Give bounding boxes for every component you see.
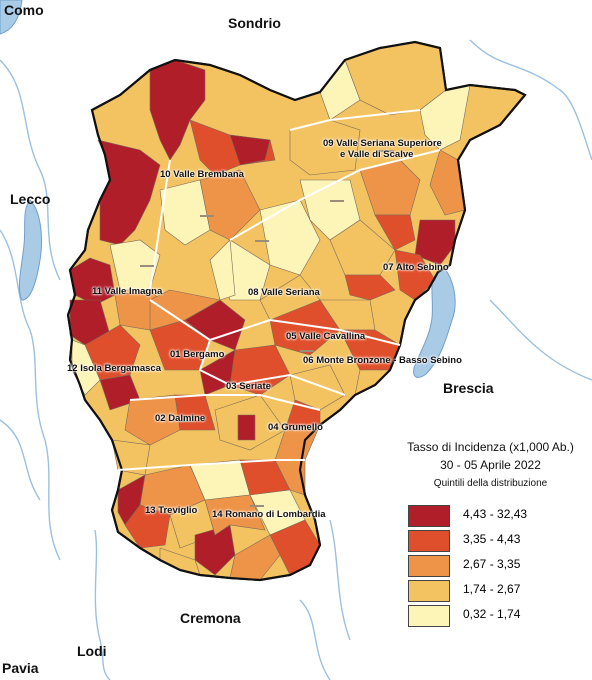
lake-iseo	[413, 261, 456, 378]
area-treviglio-2	[124, 504, 171, 549]
area-bergamo-4	[209, 239, 236, 301]
area-north-east-orange	[429, 149, 466, 216]
label-cremona: Cremona	[180, 610, 241, 626]
lakes	[0, 0, 456, 378]
area-west-yellow	[109, 239, 161, 291]
legend-swatch	[408, 530, 450, 552]
legend-date: 30 - 05 Aprile 2022	[440, 458, 541, 472]
legend: Tasso di Incidenza (x1,000 Ab.) 30 - 05 …	[398, 440, 583, 489]
legend-range-label: 1,74 - 2,67	[463, 582, 521, 596]
district-label-01: 01 Bergamo	[170, 349, 225, 360]
legend-swatch	[408, 505, 450, 527]
legend-item: 1,74 - 2,67	[408, 580, 578, 602]
area-roncobello	[229, 134, 271, 166]
legend-title: Tasso di Incidenza (x1,000 Ab.)	[407, 440, 574, 454]
district-label-12: 12 Isola Bergamasca	[67, 363, 162, 374]
label-brescia: Brescia	[443, 380, 494, 396]
legend-rows: 4,43 - 32,43 3,35 - 4,43 2,67 - 3,35 1,74 -…	[398, 505, 588, 635]
legend-swatch	[408, 605, 450, 627]
legend-item: 2,67 - 3,35	[408, 555, 578, 577]
district-label-04: 04 Grumello	[268, 422, 323, 433]
district-label-09b: e Valle di Scalve	[340, 149, 414, 160]
legend-range-label: 2,67 - 3,35	[463, 557, 521, 571]
rivers	[0, 39, 592, 680]
area-bergamo-3	[149, 289, 221, 331]
legend-range-label: 3,35 - 4,43	[463, 532, 521, 546]
district-label-05: 05 Valle Cavallina	[286, 331, 366, 342]
label-lodi: Lodi	[77, 643, 107, 659]
area-brembana-north	[149, 59, 206, 161]
district-boundaries	[117, 109, 441, 471]
lake-small-1	[0, 0, 23, 35]
label-como: Como	[4, 2, 44, 18]
area-seriana-4	[344, 274, 396, 301]
district-label-11: 11 Valle Imagna	[92, 286, 163, 297]
province-border	[66, 40, 527, 582]
legend-range-label: 4,43 - 32,43	[463, 507, 528, 521]
legend-item: 4,43 - 32,43	[408, 505, 578, 527]
district-label-13: 13 Treviglio	[145, 505, 198, 516]
area-northwest-yellow	[159, 179, 211, 246]
legend-subtitle: Quintili della distribuzione	[433, 478, 548, 489]
district-label-14: 14 Romano di Lombardia	[212, 509, 326, 520]
area-grumello-red	[237, 414, 256, 441]
district-label-10: 10 Valle Brembana	[160, 169, 244, 180]
area-northwest-orange	[199, 169, 261, 241]
label-pavia: Pavia	[2, 660, 39, 676]
municipalities	[69, 41, 471, 581]
district-label-07: 07 Alto Sebino	[383, 262, 449, 273]
area-seriana-1	[259, 199, 321, 276]
district-label-08: 08 Valle Seriana	[248, 287, 320, 298]
district-label-03: 03 Seriate	[226, 381, 271, 392]
legend-swatch	[408, 555, 450, 577]
district-label-06: 06 Monte Bronzone - Basso Sebino	[303, 355, 462, 366]
area-romano-5	[229, 534, 281, 581]
legend-swatch	[408, 580, 450, 602]
legend-item: 0,32 - 1,74	[408, 605, 578, 627]
area-cavallina-1	[269, 299, 341, 356]
district-label-02: 02 Dalmine	[155, 413, 206, 424]
minor-town-marks	[140, 150, 394, 507]
label-sondrio: Sondrio	[228, 15, 281, 31]
area-north-east-red	[414, 219, 456, 266]
legend-range-label: 0,32 - 1,74	[463, 607, 521, 621]
area-seriate-3	[289, 364, 346, 411]
area-scalve	[374, 214, 416, 251]
lake-como	[18, 199, 43, 301]
label-lecco: Lecco	[10, 191, 51, 207]
district-label-09: 09 Valle Seriana Superiore	[323, 138, 442, 149]
area-alto-sebino	[394, 249, 436, 301]
area-dalmine-1	[124, 394, 181, 446]
legend-item: 3,35 - 4,43	[408, 530, 578, 552]
area-seriana-3	[329, 219, 396, 276]
